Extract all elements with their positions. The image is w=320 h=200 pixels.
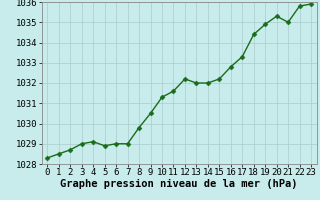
X-axis label: Graphe pression niveau de la mer (hPa): Graphe pression niveau de la mer (hPa) [60,179,298,189]
